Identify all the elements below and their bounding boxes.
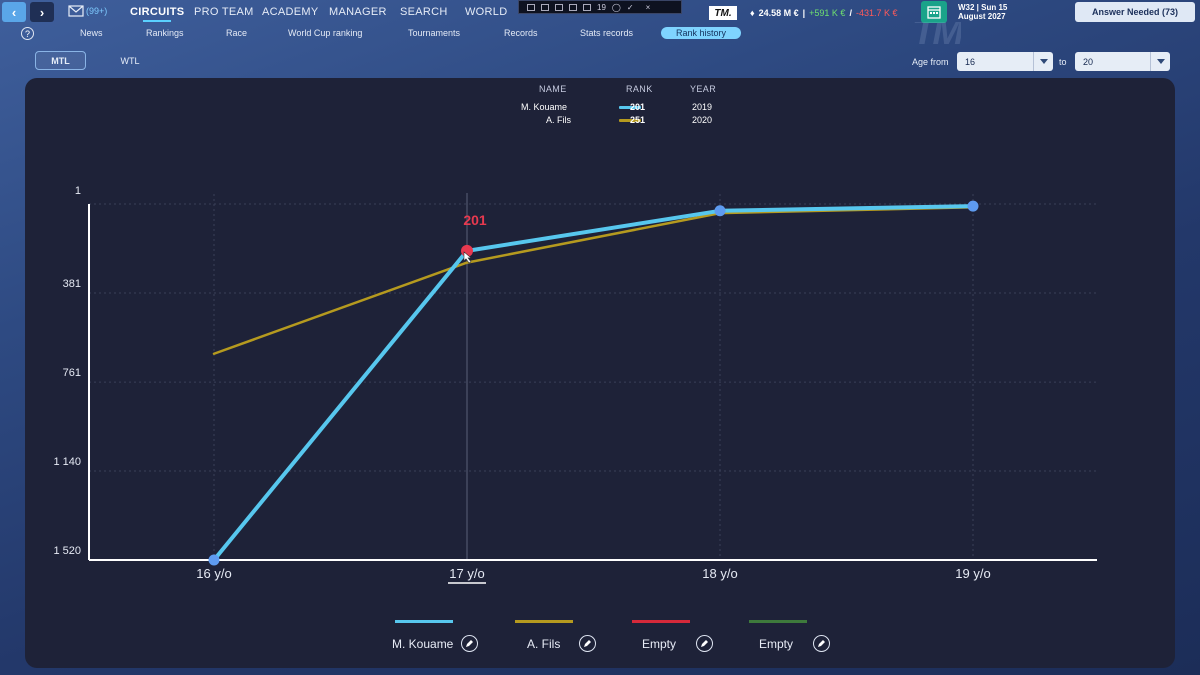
age-to-select[interactable]: 20 — [1075, 52, 1170, 71]
mouse-cursor-icon — [463, 251, 472, 264]
legend-row-swatch — [619, 119, 641, 122]
menu-search[interactable]: SEARCH — [400, 6, 448, 18]
money-separator: | — [802, 8, 806, 18]
series-line — [212, 204, 975, 562]
tray-count[interactable]: 19 — [597, 2, 606, 12]
header-name: NAME — [539, 84, 567, 94]
legend-row-name: M. Kouame — [521, 102, 568, 112]
pencil-icon[interactable] — [579, 635, 596, 652]
chevron-left-icon: ‹ — [11, 4, 17, 20]
y-tick-label: 1 — [75, 185, 81, 197]
subnav-rankings[interactable]: Rankings — [146, 28, 184, 38]
age-from-select[interactable]: 16 — [957, 52, 1053, 71]
calendar-icon — [927, 6, 941, 19]
help-button[interactable]: ? — [21, 27, 34, 40]
tray-camera-icon[interactable] — [541, 3, 549, 11]
money-slash: / — [849, 8, 852, 18]
y-tick-label: 1 520 — [53, 545, 81, 557]
mail-icon — [68, 5, 84, 17]
pencil-icon[interactable] — [696, 635, 713, 652]
mail-button[interactable]: (99+) — [68, 5, 107, 17]
header-rank: RANK — [626, 84, 653, 94]
menu-manager[interactable]: MANAGER — [329, 6, 387, 18]
data-point — [967, 200, 979, 212]
legend-row-year: 2020 — [692, 115, 713, 125]
date-week-day: W32 | Sun 15 — [958, 3, 1008, 12]
x-tick-label: 19 y/o — [955, 566, 990, 581]
money-loss: -431.7 K € — [855, 8, 898, 18]
y-tick-label: 381 — [63, 278, 81, 290]
header-year: YEAR — [690, 84, 717, 94]
finance-summary[interactable]: ♦ 24.58 M € | +591 K € / -431.7 K € — [750, 8, 897, 18]
age-from-value: 16 — [965, 56, 976, 67]
game-date: W32 | Sun 15 August 2027 — [958, 3, 1007, 21]
series-name: Empty — [642, 637, 677, 651]
mtl-toggle[interactable]: MTL — [35, 51, 86, 70]
subnav-world-cup-ranking[interactable]: World Cup ranking — [288, 28, 363, 38]
series-name: Empty — [759, 637, 794, 651]
subnav-race[interactable]: Race — [226, 28, 248, 38]
menu-world[interactable]: WORLD — [465, 6, 508, 18]
date-month-year: August 2027 — [958, 12, 1006, 21]
rank-history-panel: NAME RANK YEAR M. Kouame 201 2019 A. Fil… — [25, 78, 1175, 668]
legend-row-name: A. Fils — [546, 115, 572, 125]
subnav-stats-records[interactable]: Stats records — [580, 28, 634, 38]
tray-chart-icon[interactable] — [583, 3, 591, 11]
mail-count: (99+) — [86, 6, 108, 16]
menu-circuits[interactable]: CIRCUITS — [130, 6, 185, 22]
series-name: M. Kouame — [392, 637, 454, 651]
y-tick-label: 761 — [63, 367, 81, 379]
tray-document-icon[interactable] — [527, 3, 535, 11]
y-tick-label: 1 140 — [53, 456, 81, 468]
chevron-down-icon — [1033, 52, 1053, 71]
forward-button[interactable]: › — [30, 2, 54, 22]
series-name: A. Fils — [527, 637, 561, 651]
series-line-swatch — [632, 620, 690, 623]
x-tick-label: 17 y/o — [449, 566, 484, 581]
rank-history-chart[interactable]: 1 381 761 1 140 1 520 16 y/o 17 y/o 18 y/o 19 y/… — [25, 78, 1175, 608]
money-total: 24.58 M € — [758, 8, 799, 18]
legend-row-rank: 251 — [630, 115, 646, 125]
subnav-tournaments[interactable]: Tournaments — [408, 28, 461, 38]
data-point — [714, 205, 726, 217]
chevron-right-icon: › — [39, 4, 45, 20]
subnav-news[interactable]: News — [80, 28, 103, 38]
tm-logo: TM. — [709, 6, 737, 20]
tray-box-icon[interactable] — [569, 3, 577, 11]
pencil-icon[interactable] — [461, 635, 478, 652]
background-logo: TM — [912, 22, 961, 44]
data-label: 201 — [463, 212, 487, 228]
menu-academy[interactable]: ACADEMY — [262, 6, 319, 18]
subnav-records[interactable]: Records — [504, 28, 538, 38]
tray-close-icon[interactable]: × — [645, 2, 651, 12]
menu-pro-team[interactable]: PRO TEAM — [194, 6, 254, 18]
legend-row-swatch — [619, 106, 641, 109]
age-from-label: Age from — [912, 57, 949, 67]
age-to-value: 20 — [1083, 56, 1094, 67]
age-to-label: to — [1059, 57, 1067, 67]
wtl-toggle[interactable]: WTL — [120, 55, 140, 66]
data-point — [208, 554, 220, 566]
series-line-swatch — [749, 620, 807, 623]
back-button[interactable]: ‹ — [2, 2, 26, 22]
x-tick-label: 16 y/o — [196, 566, 231, 581]
legend-row-rank: 201 — [630, 102, 646, 112]
x-tick-label: 18 y/o — [702, 566, 737, 581]
legend-row-year: 2019 — [692, 102, 713, 112]
calendar-button[interactable] — [921, 1, 947, 23]
subnav-rank-history[interactable]: Rank history — [661, 27, 742, 39]
tray-message-icon[interactable] — [555, 3, 563, 11]
money-gain: +591 K € — [809, 8, 846, 18]
tray-dollar-icon[interactable]: ◯ — [611, 2, 621, 12]
notification-tray: 19 ◯ ✓ × — [518, 0, 682, 14]
answer-needed-button[interactable]: Answer Needed (73) — [1075, 2, 1195, 22]
money-bag-icon: ♦ — [750, 8, 755, 18]
pencil-icon[interactable] — [813, 635, 830, 652]
chevron-down-icon — [1150, 52, 1170, 71]
top-bar: ‹ › (99+) CIRCUITS PRO TEAM ACADEMY MANA… — [0, 0, 1200, 24]
series-line-swatch — [515, 620, 573, 623]
series-line-swatch — [395, 620, 453, 623]
tray-check-icon[interactable]: ✓ — [626, 2, 634, 12]
